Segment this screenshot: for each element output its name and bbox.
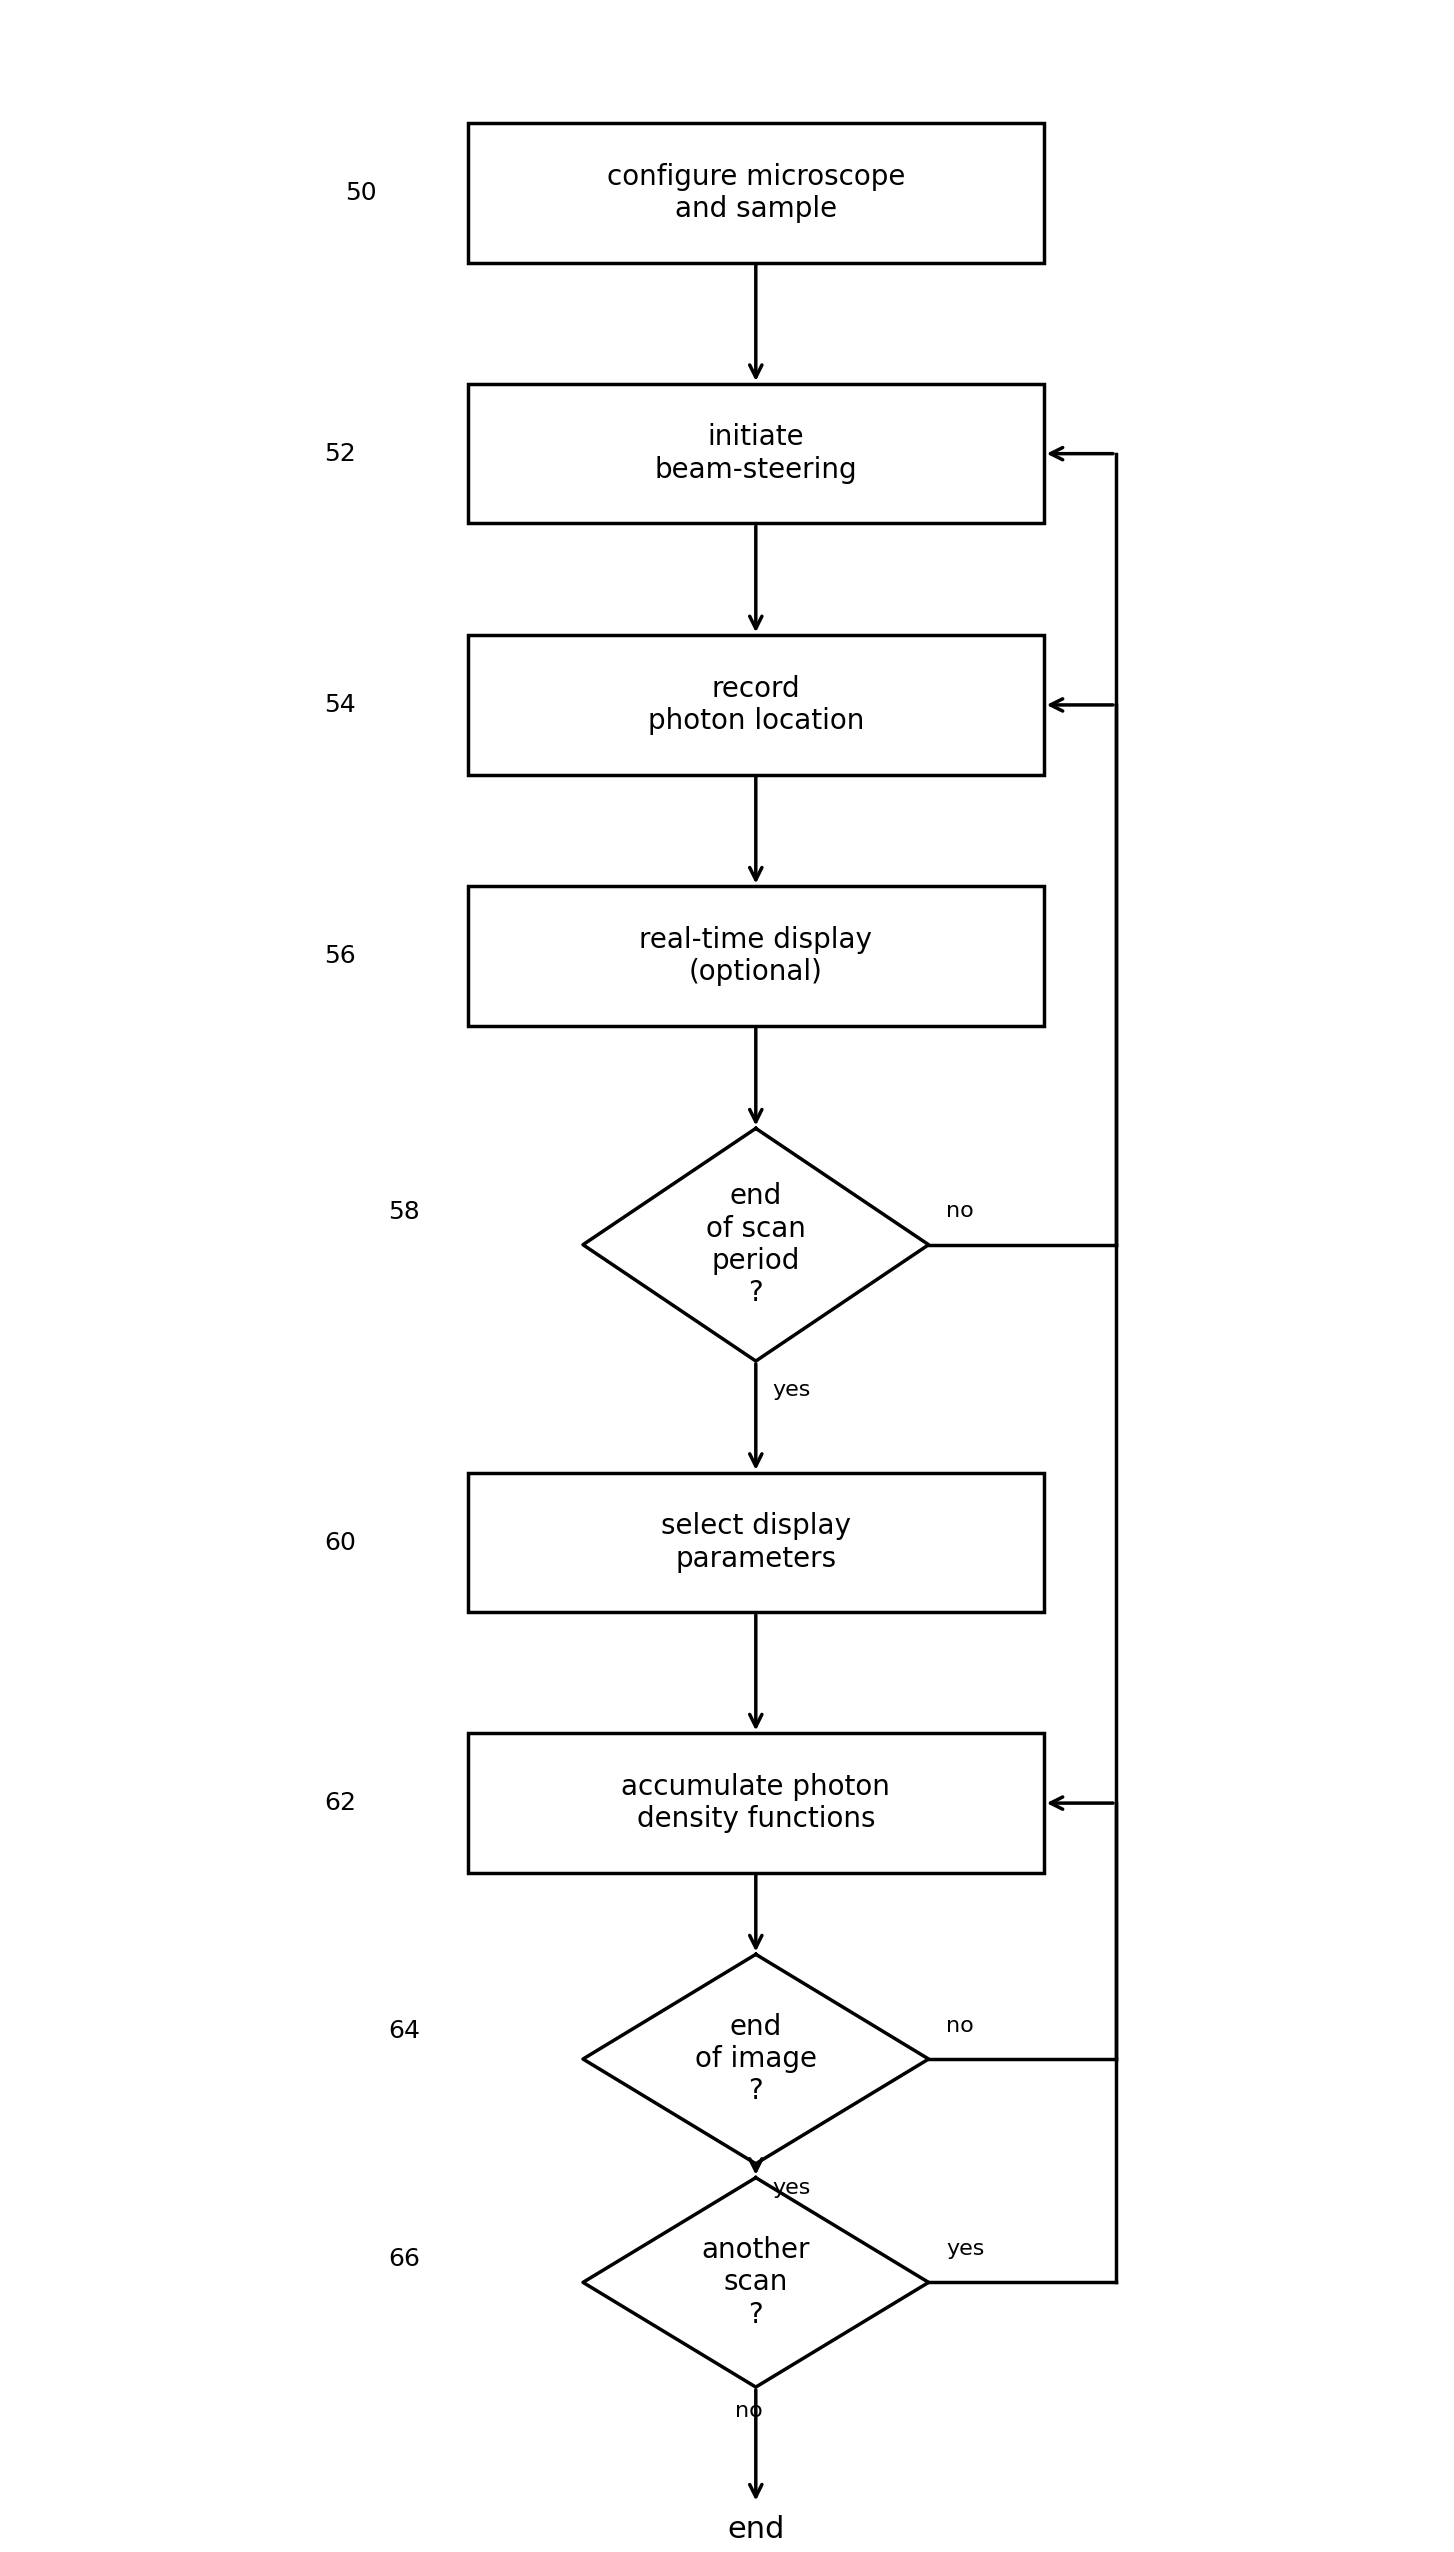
Text: 62: 62 xyxy=(324,1792,356,1814)
Text: 66: 66 xyxy=(388,2248,420,2271)
Text: another
scan
?: another scan ? xyxy=(701,2236,810,2330)
Text: record
photon location: record photon location xyxy=(647,674,864,735)
Text: 54: 54 xyxy=(324,694,356,717)
Text: 64: 64 xyxy=(388,2019,420,2044)
Text: end: end xyxy=(727,2516,785,2544)
Polygon shape xyxy=(583,2177,929,2386)
Text: accumulate photon
density functions: accumulate photon density functions xyxy=(621,1774,890,1832)
Text: no: no xyxy=(947,1202,974,1222)
Text: 58: 58 xyxy=(388,1199,420,1225)
Text: initiate
beam-steering: initiate beam-steering xyxy=(654,424,856,485)
Bar xyxy=(468,1733,1044,1873)
Text: 50: 50 xyxy=(346,181,377,204)
Text: 52: 52 xyxy=(324,441,356,464)
Text: no: no xyxy=(734,2401,762,2422)
Text: configure microscope
and sample: configure microscope and sample xyxy=(606,163,904,222)
Text: no: no xyxy=(947,2016,974,2036)
Bar xyxy=(468,122,1044,263)
Polygon shape xyxy=(583,1128,929,1360)
Bar xyxy=(468,635,1044,776)
Polygon shape xyxy=(583,1955,929,2164)
Text: yes: yes xyxy=(947,2238,984,2259)
Text: end
of scan
period
?: end of scan period ? xyxy=(705,1182,806,1307)
Bar xyxy=(468,383,1044,523)
Text: select display
parameters: select display parameters xyxy=(662,1513,851,1572)
Text: yes: yes xyxy=(772,2177,811,2197)
Bar xyxy=(468,886,1044,1026)
Text: 60: 60 xyxy=(324,1531,356,1554)
Text: real-time display
(optional): real-time display (optional) xyxy=(640,926,872,988)
Bar xyxy=(468,1473,1044,1613)
Text: end
of image
?: end of image ? xyxy=(695,2014,817,2105)
Text: yes: yes xyxy=(772,1381,811,1398)
Text: 56: 56 xyxy=(324,944,356,967)
